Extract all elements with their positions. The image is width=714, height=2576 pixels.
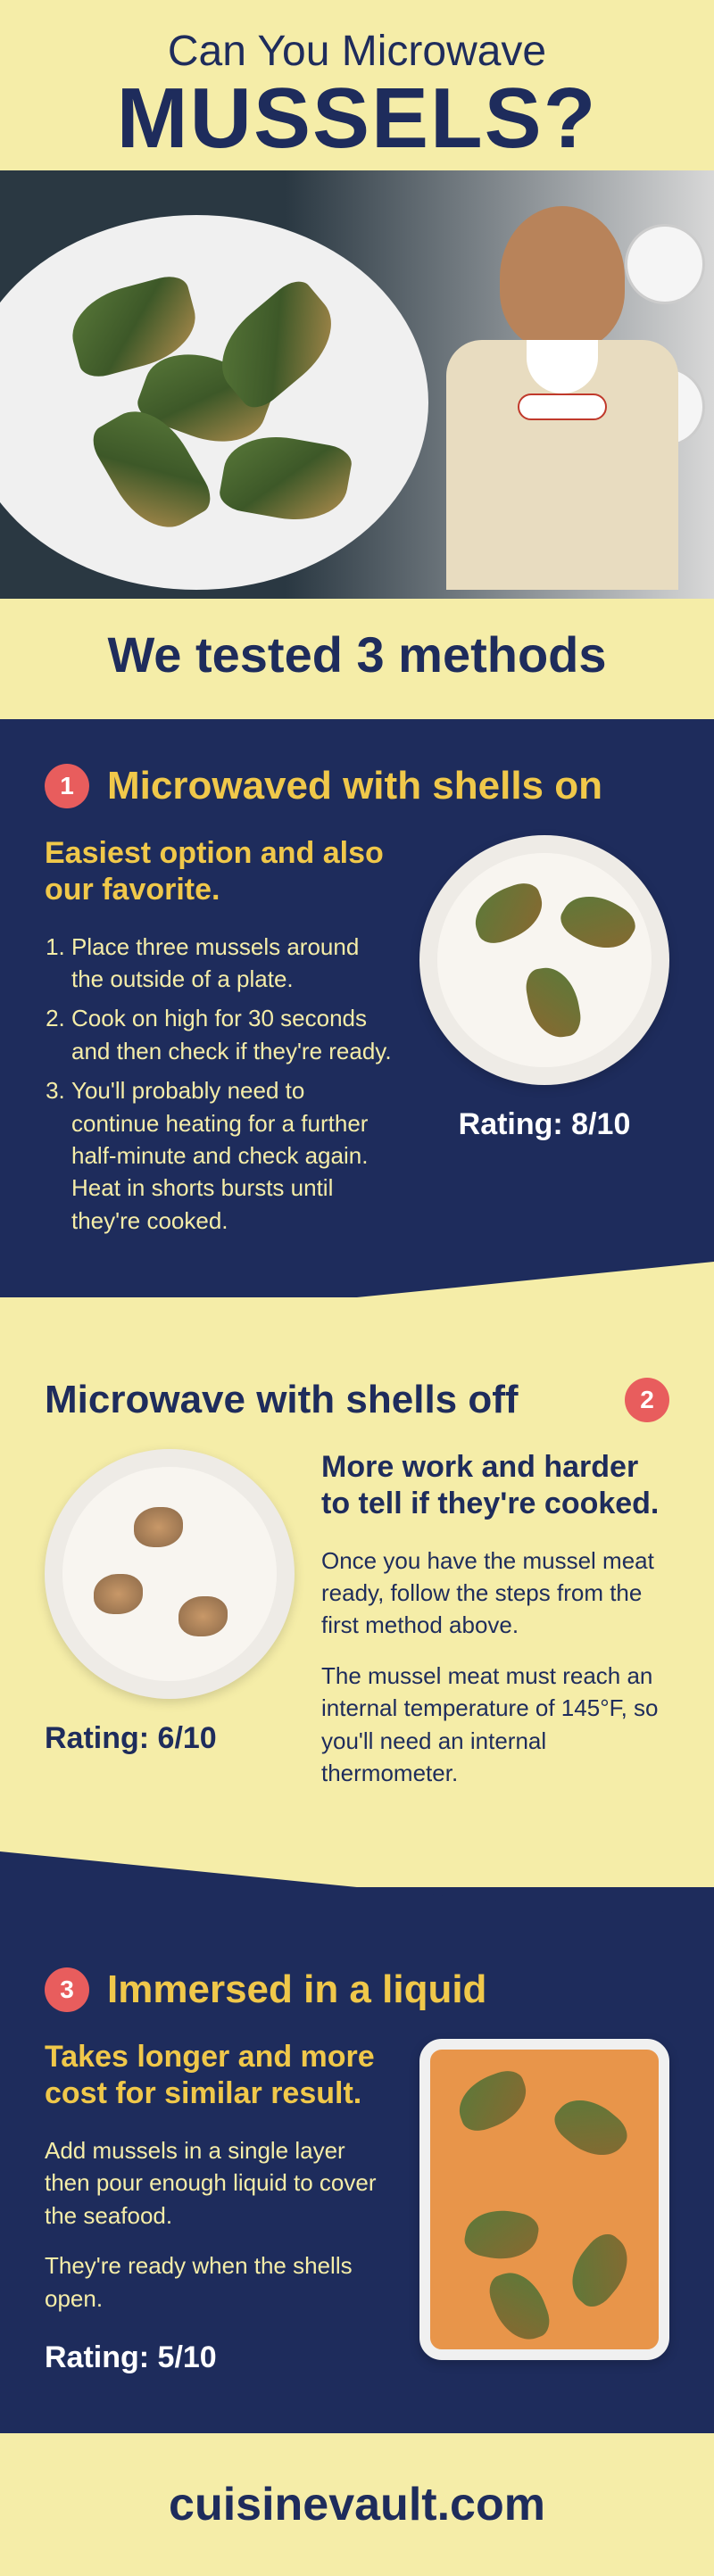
mussel-icon	[217, 428, 354, 529]
method-2-body: Rating: 6/10 More work and harder to tel…	[45, 1449, 669, 1807]
apron-logo-icon	[518, 393, 607, 420]
method-2-image-col: Rating: 6/10	[45, 1449, 295, 1756]
method-number-badge: 2	[625, 1378, 669, 1422]
mussel-shell-icon	[555, 883, 642, 962]
method-step: You'll probably need to continue heating…	[71, 1074, 393, 1237]
footer-url: cuisinevault.com	[0, 2433, 714, 2576]
chef-shirt	[527, 340, 598, 393]
method-1: 1 Microwaved with shells on Easiest opti…	[0, 719, 714, 1297]
method-3-text: Takes longer and more cost for similar r…	[45, 2039, 393, 2379]
method-title: Microwaved with shells on	[107, 764, 602, 808]
chef-head	[500, 206, 625, 349]
method-1-header: 1 Microwaved with shells on	[45, 764, 669, 808]
method-number-badge: 3	[45, 1967, 89, 2012]
method-rating: Rating: 8/10	[419, 1107, 669, 1142]
infographic-container: Can You Microwave MUSSELS? We tested 3 m…	[0, 0, 714, 2576]
method-title: Microwave with shells off	[45, 1378, 519, 1422]
chef-illustration	[428, 206, 696, 599]
plate-meat-icon	[45, 1449, 295, 1699]
method-title: Immersed in a liquid	[107, 1967, 486, 2012]
method-3-body: Takes longer and more cost for similar r…	[45, 2039, 669, 2379]
hero-plate	[0, 215, 428, 590]
mussel-shell-icon	[451, 2066, 535, 2136]
method-rating: Rating: 6/10	[45, 1721, 295, 1756]
mussel-shell-icon	[523, 963, 584, 1041]
mussel-meat-icon	[178, 1596, 228, 1636]
mussel-shell-icon	[558, 2228, 642, 2315]
method-paragraph: Add mussels in a single layer then pour …	[45, 2134, 393, 2232]
method-step: Cook on high for 30 seconds and then che…	[71, 1002, 393, 1067]
method-2-header: Microwave with shells off 2	[45, 1378, 669, 1422]
header: Can You Microwave MUSSELS?	[0, 0, 714, 170]
method-2-text: More work and harder to tell if they're …	[321, 1449, 669, 1807]
mussel-shell-icon	[462, 2205, 541, 2265]
mussel-meat-icon	[134, 1507, 183, 1547]
header-title: MUSSELS?	[18, 76, 696, 162]
liquid-container-icon	[419, 2039, 669, 2360]
mussel-shell-icon	[548, 2086, 635, 2170]
method-number-badge: 1	[45, 764, 89, 808]
method-3: 3 Immersed in a liquid Takes longer and …	[0, 1887, 714, 2432]
method-paragraph: The mussel meat must reach an internal t…	[321, 1660, 669, 1790]
method-tagline: Easiest option and also our favorite.	[45, 835, 393, 908]
subtitle: We tested 3 methods	[0, 599, 714, 719]
chef-body	[446, 340, 678, 590]
mussel-shell-icon	[467, 878, 551, 948]
hero-image	[0, 170, 714, 599]
method-paragraph: They're ready when the shells open.	[45, 2249, 393, 2315]
method-1-text: Easiest option and also our favorite. Pl…	[45, 835, 393, 1244]
mussel-shell-icon	[484, 2265, 554, 2348]
mussel-meat-icon	[94, 1574, 143, 1614]
method-step: Place three mussels around the outside o…	[71, 931, 393, 996]
method-3-header: 3 Immersed in a liquid	[45, 1967, 669, 2012]
method-1-body: Easiest option and also our favorite. Pl…	[45, 835, 669, 1244]
method-tagline: Takes longer and more cost for similar r…	[45, 2039, 393, 2112]
header-pretitle: Can You Microwave	[18, 27, 696, 76]
method-steps-list: Place three mussels around the outside o…	[45, 931, 393, 1238]
diagonal-divider-icon	[0, 1262, 714, 1333]
method-tagline: More work and harder to tell if they're …	[321, 1449, 669, 1522]
method-2: Microwave with shells off 2 Rating: 6/10…	[0, 1297, 714, 1887]
method-1-image-col: Rating: 8/10	[419, 835, 669, 1142]
diagonal-divider-icon	[0, 1851, 714, 1923]
plate-shells-icon	[419, 835, 669, 1085]
method-paragraph: Once you have the mussel meat ready, fol…	[321, 1545, 669, 1642]
method-rating: Rating: 5/10	[45, 2337, 393, 2380]
